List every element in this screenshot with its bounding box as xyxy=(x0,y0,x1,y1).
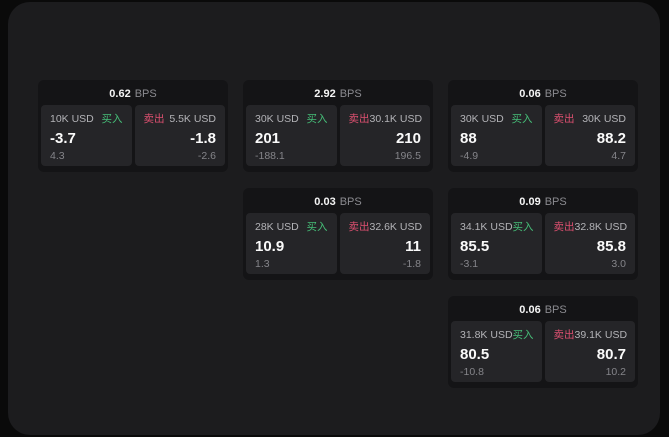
sell-delta: 10.2 xyxy=(605,365,626,378)
bps-value: 0.09 xyxy=(519,196,541,208)
bps-header: 0.62 BPS xyxy=(41,83,225,105)
buy-price: 201 xyxy=(255,129,281,147)
buy-amount: 31.8K USD xyxy=(460,328,513,341)
buy-tile[interactable]: 31.8K USD 买入 80.5 -10.8 xyxy=(451,321,542,382)
sell-amount: 39.1K USD xyxy=(574,328,628,341)
buy-tile[interactable]: 10K USD 买入 -3.7 4.3 xyxy=(41,105,132,166)
bps-value: 2.92 xyxy=(314,88,336,100)
sell-amount: 30.1K USD xyxy=(369,112,423,125)
bps-header: 0.06 BPS xyxy=(451,83,635,105)
sell-tile[interactable]: 卖出 32.6K USD 11 -1.8 xyxy=(339,213,430,274)
sell-amount: 32.6K USD xyxy=(369,220,423,233)
buy-price: 88 xyxy=(460,129,477,147)
bps-header: 0.09 BPS xyxy=(451,191,635,213)
quote-card-5: 0.09 BPS 34.1K USD 买入 85.5 -3.1 卖出 32.8K… xyxy=(448,188,638,280)
sell-price: 88.2 xyxy=(596,129,626,147)
buy-delta: 1.3 xyxy=(255,257,270,270)
quote-card-2: 2.92 BPS 30K USD 买入 201 -188.1 卖出 30.1K … xyxy=(243,80,433,172)
quote-card-4: 0.03 BPS 28K USD 买入 10.9 1.3 卖出 32.6K US… xyxy=(243,188,433,280)
sell-button[interactable]: 卖出 xyxy=(553,329,575,341)
buy-amount: 10K USD xyxy=(50,112,94,125)
sell-amount: 30K USD xyxy=(582,112,626,125)
sell-tile[interactable]: 卖出 30.1K USD 210 196.5 xyxy=(339,105,430,166)
sell-price: 11 xyxy=(405,237,421,255)
bps-header: 0.06 BPS xyxy=(451,299,635,321)
main-panel: 0.62 BPS 10K USD 买入 -3.7 4.3 卖出 5.5K USD… xyxy=(8,2,660,435)
sell-price: 210 xyxy=(395,129,421,147)
buy-delta: -4.9 xyxy=(460,149,479,162)
quote-card-3: 0.06 BPS 30K USD 买入 88 -4.9 卖出 30K USD 8… xyxy=(448,80,638,172)
bps-unit-label: BPS xyxy=(339,88,362,100)
buy-price: 85.5 xyxy=(460,237,490,255)
buy-button[interactable]: 买入 xyxy=(306,113,328,125)
sell-button[interactable]: 卖出 xyxy=(143,113,165,125)
sell-button[interactable]: 卖出 xyxy=(553,113,575,125)
sell-delta: -1.8 xyxy=(402,257,421,270)
buy-price: 80.5 xyxy=(460,345,490,363)
buy-button[interactable]: 买入 xyxy=(101,113,123,125)
bps-unit-label: BPS xyxy=(339,196,362,208)
sell-button[interactable]: 卖出 xyxy=(553,221,575,233)
buy-delta: -3.1 xyxy=(460,257,479,270)
bps-unit-label: BPS xyxy=(544,304,567,316)
sell-amount: 5.5K USD xyxy=(169,112,216,125)
buy-tile[interactable]: 30K USD 买入 201 -188.1 xyxy=(246,105,337,166)
sell-tile[interactable]: 卖出 32.8K USD 85.8 3.0 xyxy=(544,213,635,274)
buy-tile[interactable]: 28K USD 买入 10.9 1.3 xyxy=(246,213,337,274)
buy-delta: 4.3 xyxy=(50,149,65,162)
buy-button[interactable]: 买入 xyxy=(306,221,328,233)
buy-button[interactable]: 买入 xyxy=(512,329,534,341)
buy-delta: -188.1 xyxy=(255,149,285,162)
buy-amount: 28K USD xyxy=(255,220,299,233)
sell-delta: 4.7 xyxy=(611,149,626,162)
sell-delta: -2.6 xyxy=(197,149,216,162)
bps-header: 0.03 BPS xyxy=(246,191,430,213)
bps-unit-label: BPS xyxy=(544,88,567,100)
bps-value: 0.06 xyxy=(519,304,541,316)
sell-button[interactable]: 卖出 xyxy=(348,113,370,125)
bps-header: 2.92 BPS xyxy=(246,83,430,105)
buy-amount: 30K USD xyxy=(255,112,299,125)
sell-tile[interactable]: 卖出 30K USD 88.2 4.7 xyxy=(544,105,635,166)
buy-price: 10.9 xyxy=(255,237,285,255)
sell-delta: 3.0 xyxy=(611,257,626,270)
bps-value: 0.06 xyxy=(519,88,541,100)
buy-button[interactable]: 买入 xyxy=(511,113,533,125)
sell-price: 80.7 xyxy=(596,345,626,363)
buy-amount: 34.1K USD xyxy=(460,220,513,233)
buy-tile[interactable]: 30K USD 买入 88 -4.9 xyxy=(451,105,542,166)
sell-price: 85.8 xyxy=(596,237,626,255)
bps-unit-label: BPS xyxy=(544,196,567,208)
sell-button[interactable]: 卖出 xyxy=(348,221,370,233)
bps-unit-label: BPS xyxy=(134,88,157,100)
bps-value: 0.03 xyxy=(314,196,336,208)
buy-amount: 30K USD xyxy=(460,112,504,125)
sell-amount: 32.8K USD xyxy=(574,220,628,233)
sell-tile[interactable]: 卖出 5.5K USD -1.8 -2.6 xyxy=(134,105,225,166)
buy-tile[interactable]: 34.1K USD 买入 85.5 -3.1 xyxy=(451,213,542,274)
quote-card-1: 0.62 BPS 10K USD 买入 -3.7 4.3 卖出 5.5K USD… xyxy=(38,80,228,172)
buy-button[interactable]: 买入 xyxy=(512,221,534,233)
buy-price: -3.7 xyxy=(50,129,76,147)
bps-value: 0.62 xyxy=(109,88,131,100)
quote-card-6: 0.06 BPS 31.8K USD 买入 80.5 -10.8 卖出 39.1… xyxy=(448,296,638,388)
sell-price: -1.8 xyxy=(190,129,216,147)
buy-delta: -10.8 xyxy=(460,365,484,378)
sell-delta: 196.5 xyxy=(394,149,421,162)
sell-tile[interactable]: 卖出 39.1K USD 80.7 10.2 xyxy=(544,321,635,382)
